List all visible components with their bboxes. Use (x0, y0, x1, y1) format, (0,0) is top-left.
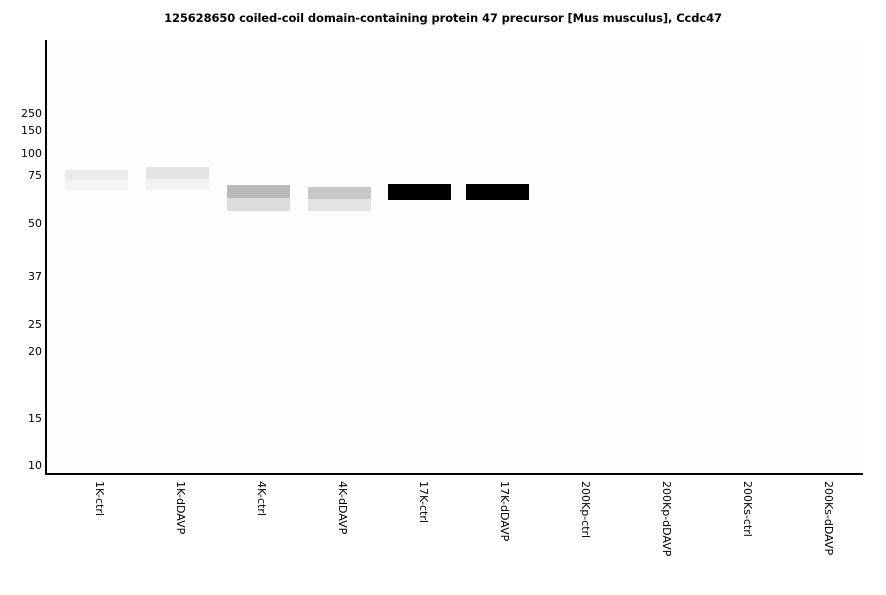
gel-band-core (308, 187, 371, 199)
gel-band-core (146, 167, 209, 179)
y-tick-label: 250 (21, 107, 42, 120)
x-tick-label: 200Kp-ctrl (579, 481, 592, 539)
y-tick-label: 20 (28, 345, 42, 358)
y-tick-label: 100 (21, 147, 42, 160)
y-tick-label: 37 (28, 270, 42, 283)
page-title: 125628650 coiled-coil domain-containing … (164, 11, 722, 25)
x-tick-label: 17K-dDAVP (498, 481, 511, 542)
y-tick-label: 15 (28, 412, 42, 425)
y-tick-label: 10 (28, 459, 42, 472)
x-axis-line (45, 473, 863, 475)
gel-band-halo (466, 192, 529, 200)
y-tick-label: 25 (28, 318, 42, 331)
gel-band-core (388, 184, 451, 192)
x-tick-label: 200Ks-ctrl (741, 481, 754, 537)
gel-band-halo (308, 199, 371, 211)
gel-band (146, 167, 209, 190)
gel-band-halo (65, 180, 128, 190)
x-tick-label: 4K-dDAVP (336, 481, 349, 535)
y-axis-line (45, 40, 47, 475)
plot-area (47, 40, 862, 474)
x-tick-label: 200Kp-dDAVP (660, 481, 673, 557)
x-tick-label: 4K-ctrl (255, 481, 268, 516)
gel-band (65, 170, 128, 190)
gel-band (388, 184, 451, 200)
gel-band-core (466, 184, 529, 192)
gel-band (227, 185, 290, 211)
x-tick-label: 17K-ctrl (417, 481, 430, 523)
gel-band-halo (227, 198, 290, 211)
gel-band-core (227, 185, 290, 198)
gel-band-core (65, 170, 128, 180)
x-tick-label: 200Ks-dDAVP (822, 481, 835, 556)
gel-band-halo (146, 178, 209, 190)
y-tick-label: 50 (28, 217, 42, 230)
x-tick-label: 1K-dDAVP (174, 481, 187, 535)
gel-band (308, 187, 371, 211)
y-tick-label: 75 (28, 169, 42, 182)
x-tick-label: 1K-ctrl (93, 481, 106, 516)
gel-band-halo (388, 192, 451, 200)
y-tick-label: 150 (21, 124, 42, 137)
gel-band (466, 184, 529, 200)
